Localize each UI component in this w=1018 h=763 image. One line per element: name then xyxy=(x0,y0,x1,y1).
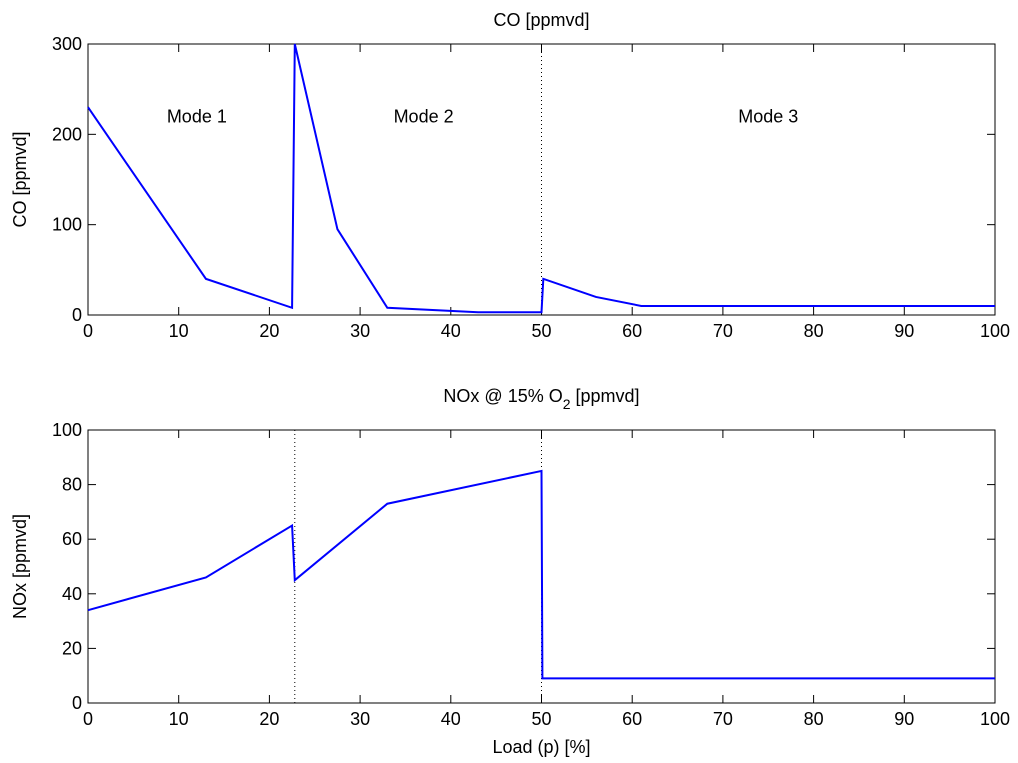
x-tick-label: 100 xyxy=(980,709,1010,729)
y-tick-label: 20 xyxy=(62,638,82,658)
y-tick-label: 200 xyxy=(52,124,82,144)
mode-annotation: Mode 1 xyxy=(167,106,227,126)
x-tick-label: 90 xyxy=(894,321,914,341)
y-axis-label: NOx [ppmvd] xyxy=(10,514,30,619)
y-tick-label: 40 xyxy=(62,584,82,604)
y-tick-label: 100 xyxy=(52,215,82,235)
x-axis-label: Load (p) [%] xyxy=(492,737,590,757)
y-tick-label: 0 xyxy=(72,693,82,713)
series-line xyxy=(87,469,995,680)
y-axis-label: CO [ppmvd] xyxy=(10,131,30,227)
x-tick-label: 80 xyxy=(804,321,824,341)
chart-title: CO [ppmvd] xyxy=(493,10,589,30)
series-line xyxy=(87,43,995,314)
x-tick-label: 80 xyxy=(804,709,824,729)
x-tick-label: 30 xyxy=(350,709,370,729)
x-tick-label: 60 xyxy=(622,709,642,729)
mode-annotation: Mode 2 xyxy=(394,106,454,126)
x-tick-label: 20 xyxy=(259,709,279,729)
x-tick-label: 10 xyxy=(169,321,189,341)
x-tick-label: 0 xyxy=(83,709,93,729)
y-tick-label: 0 xyxy=(72,305,82,325)
y-tick-label: 60 xyxy=(62,529,82,549)
x-tick-label: 10 xyxy=(169,709,189,729)
y-tick-label: 80 xyxy=(62,475,82,495)
x-tick-label: 40 xyxy=(441,709,461,729)
x-tick-label: 100 xyxy=(980,321,1010,341)
x-tick-label: 50 xyxy=(531,709,551,729)
y-tick-label: 100 xyxy=(52,420,82,440)
chart-title: NOx @ 15% O2 [ppmvd] xyxy=(443,386,639,412)
nox-chart: 0 10 20 30 40 50 60 70 80 90 100 0 20 40 60 80 100 NOx @ … xyxy=(10,386,1010,757)
x-tick-label: 0 xyxy=(83,321,93,341)
x-tick-label: 40 xyxy=(441,321,461,341)
y-tick-label: 300 xyxy=(52,34,82,54)
x-tick-label: 70 xyxy=(713,709,733,729)
x-tick-label: 90 xyxy=(894,709,914,729)
x-tick-label: 50 xyxy=(531,321,551,341)
x-tick-label: 30 xyxy=(350,321,370,341)
mode-annotation: Mode 3 xyxy=(738,106,798,126)
x-tick-label: 20 xyxy=(259,321,279,341)
x-tick-label: 60 xyxy=(622,321,642,341)
x-tick-label: 70 xyxy=(713,321,733,341)
co-chart: 0 10 20 30 40 50 60 70 80 90 100 0 100 200 300 Mode 1 Mo… xyxy=(10,10,1010,341)
